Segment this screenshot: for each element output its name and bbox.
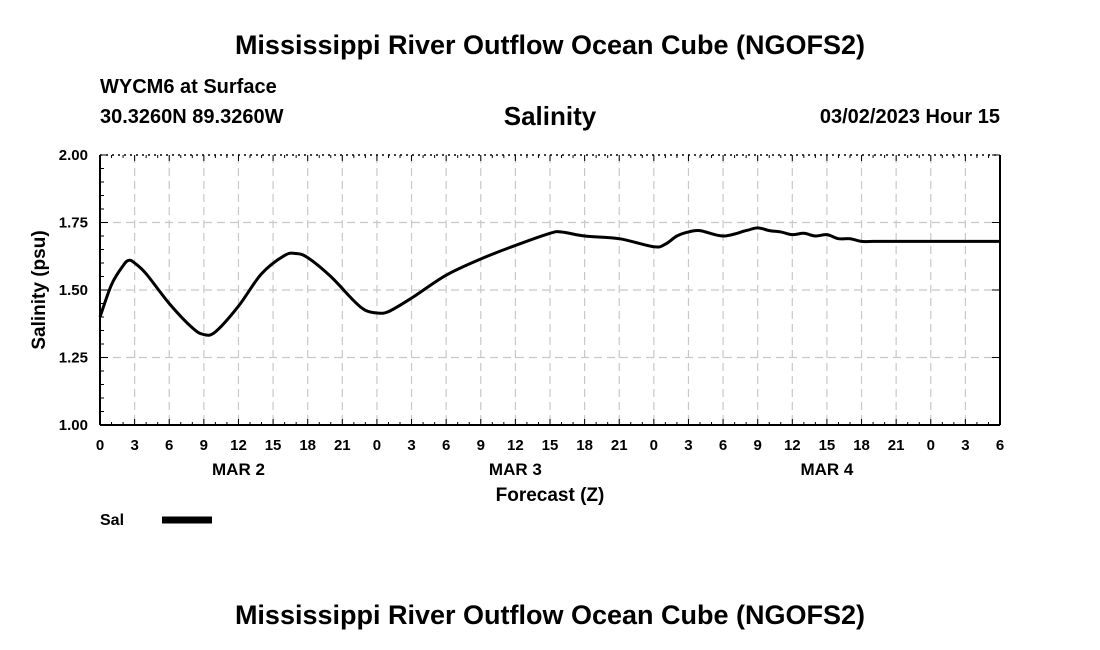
y-tick-label: 2.00 — [59, 147, 88, 164]
series-line-sal — [98, 226, 1000, 337]
legend-label: Sal — [100, 512, 124, 529]
x-tick-label: 12 — [784, 437, 801, 454]
x-tick-label: 15 — [542, 437, 559, 454]
y-tick-label: 1.50 — [59, 282, 88, 299]
x-tick-label: 12 — [507, 437, 524, 454]
x-tick-label: 21 — [888, 437, 905, 454]
y-tick-label: 1.00 — [59, 417, 88, 434]
x-tick-label: 3 — [407, 437, 415, 454]
x-tick-label: 12 — [230, 437, 247, 454]
forecast-datetime: 03/02/2023 Hour 15 — [819, 106, 1000, 128]
x-tick-label: 0 — [927, 437, 935, 454]
x-tick-label: 6 — [719, 437, 727, 454]
date-label: MAR 2 — [212, 460, 265, 479]
footer-title: Mississippi River Outflow Ocean Cube (NG… — [234, 600, 866, 630]
x-tick-label: 6 — [165, 437, 173, 454]
chart-title: Salinity — [503, 101, 597, 131]
x-tick-label: 15 — [819, 437, 836, 454]
x-tick-label: 6 — [996, 437, 1004, 454]
x-tick-label: 9 — [477, 437, 485, 454]
x-tick-label: 3 — [130, 437, 138, 454]
x-tick-label: 18 — [576, 437, 593, 454]
x-tick-label: 0 — [650, 437, 658, 454]
y-tick-label: 1.75 — [59, 215, 88, 232]
date-label: MAR 4 — [800, 460, 853, 479]
station-coordinates: 30.3260N 89.3260W — [100, 106, 284, 128]
x-tick-label: 0 — [96, 437, 104, 454]
x-tick-label: 3 — [684, 437, 692, 454]
y-axis-label: Salinity (psu) — [29, 230, 50, 349]
y-tick-label: 1.25 — [59, 350, 88, 367]
station-name: WYCM6 at Surface — [100, 76, 277, 98]
x-tick-label: 18 — [299, 437, 316, 454]
x-axis-label: Forecast (Z) — [496, 485, 605, 506]
x-tick-label: 18 — [853, 437, 870, 454]
x-tick-label: 21 — [611, 437, 628, 454]
x-tick-label: 6 — [442, 437, 450, 454]
x-tick-label: 9 — [200, 437, 208, 454]
x-tick-label: 15 — [265, 437, 282, 454]
x-tick-label: 9 — [754, 437, 762, 454]
page-title: Mississippi River Outflow Ocean Cube (NG… — [234, 30, 866, 60]
x-tick-label: 21 — [334, 437, 351, 454]
date-label: MAR 3 — [489, 460, 542, 479]
x-tick-label: 3 — [961, 437, 969, 454]
x-tick-label: 0 — [373, 437, 381, 454]
